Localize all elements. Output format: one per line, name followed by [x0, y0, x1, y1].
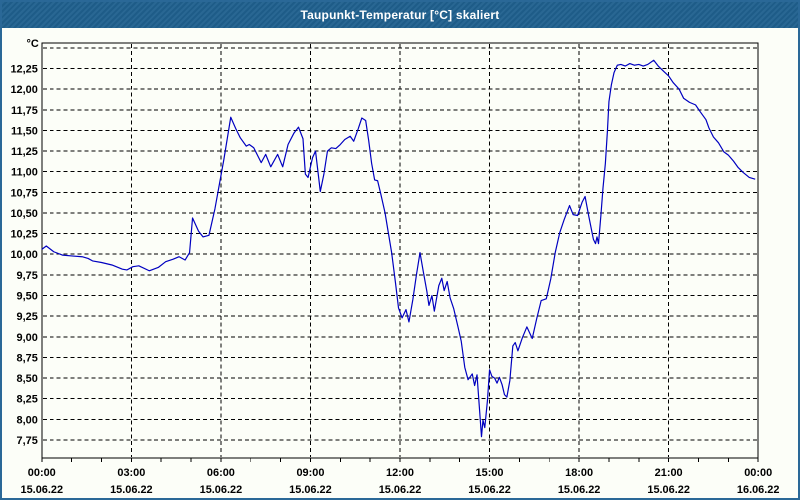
y-tick-label: 11,50	[11, 125, 38, 137]
chart-title: Taupunkt-Temperatur [°C] skaliert	[300, 8, 500, 22]
y-tick-label: 9,75	[17, 270, 38, 282]
y-tick-label: 9,00	[17, 332, 38, 344]
chart-area: °C 12,25 12,00 11,75 11,50 11,25 11,00 10,75 10,…	[2, 28, 798, 498]
x-tick-date-label: 15.06.22	[21, 484, 64, 496]
x-tick-date-label: 15.06.22	[110, 484, 153, 496]
window-title-bar: Taupunkt-Temperatur [°C] skaliert	[2, 2, 798, 28]
series-line-taupunkt	[41, 59, 756, 438]
y-tick-label: 11,00	[11, 167, 38, 179]
x-tick-time-label: 00:00	[744, 467, 772, 479]
y-tick-label: 9,50	[17, 291, 38, 303]
y-tick-label: 8,00	[17, 414, 38, 426]
x-tick-date-label: 15.06.22	[379, 484, 422, 496]
x-tick-date-label: 15.06.22	[200, 484, 243, 496]
x-tick-time-label: 15:00	[476, 467, 504, 479]
y-tick-label: 8,75	[17, 352, 38, 364]
y-tick-label: 11,75	[11, 105, 38, 117]
x-tick-time-label: 18:00	[565, 467, 593, 479]
gridlines	[42, 43, 758, 458]
y-tick-label: 7,75	[17, 435, 38, 447]
x-tick-date-label: 15.06.22	[647, 484, 690, 496]
chart-canvas: °C 12,25 12,00 11,75 11,50 11,25 11,00 10,75 10,…	[10, 38, 779, 496]
y-tick-label: 8,50	[17, 373, 38, 385]
plot-frame	[41, 42, 759, 459]
axis-labels: °C 12,25 12,00 11,75 11,50 11,25 11,00 10,75 10,…	[10, 38, 779, 496]
x-tick-date-label: 15.06.22	[468, 484, 511, 496]
x-tick-date-label: 15.06.22	[558, 484, 601, 496]
y-tick-label: 10,00	[10, 249, 37, 261]
x-tick-time-label: 03:00	[117, 467, 145, 479]
y-tick-label: 10,25	[10, 229, 37, 241]
x-axis-ticks	[41, 458, 759, 463]
y-axis-unit-label: °C	[27, 38, 39, 50]
x-tick-time-label: 09:00	[296, 467, 324, 479]
y-tick-label: 9,25	[17, 311, 38, 323]
y-tick-label: 12,25	[10, 64, 37, 76]
x-tick-time-label: 06:00	[207, 467, 235, 479]
y-tick-label: 12,00	[10, 84, 37, 96]
x-tick-time-label: 00:00	[28, 467, 56, 479]
y-tick-label: 10,75	[10, 187, 37, 199]
x-tick-date-label: 15.06.22	[289, 484, 332, 496]
y-tick-label: 10,50	[10, 208, 37, 220]
x-tick-date-label: 16.06.22	[737, 484, 780, 496]
y-tick-label: 8,25	[17, 394, 38, 406]
y-tick-label: 11,25	[11, 146, 38, 158]
x-tick-time-label: 21:00	[655, 467, 683, 479]
x-tick-time-label: 12:00	[386, 467, 414, 479]
